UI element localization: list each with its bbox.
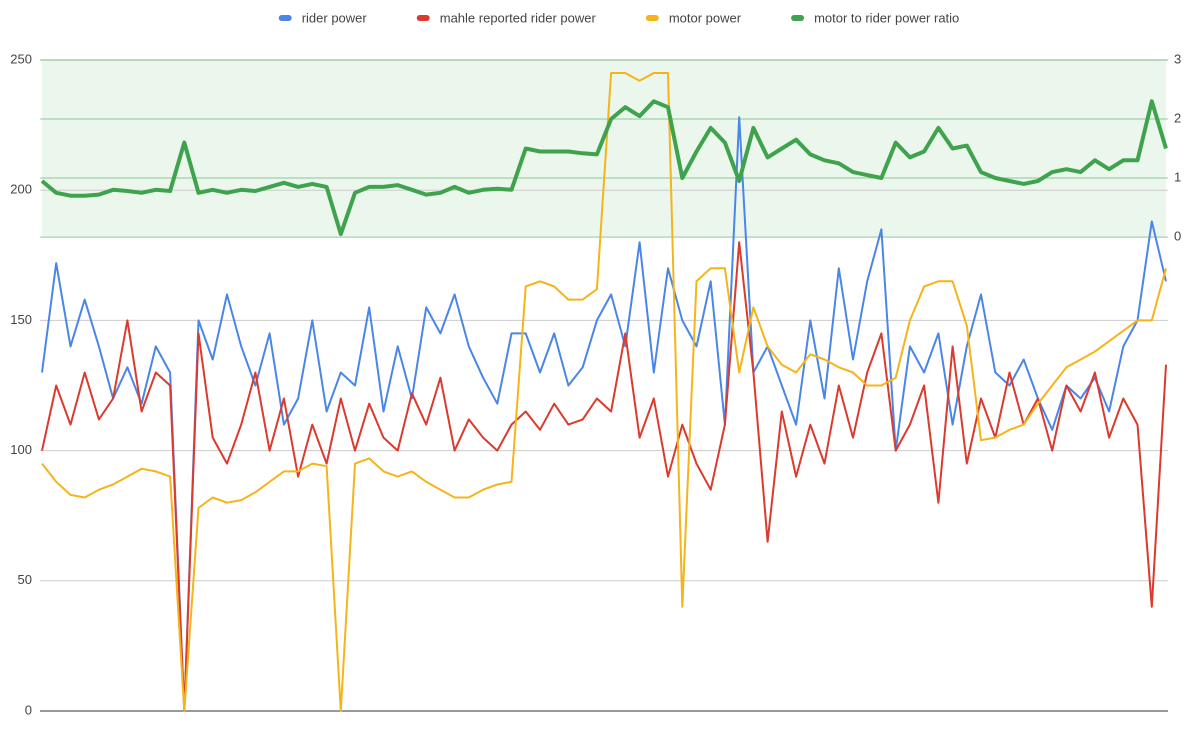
series-line bbox=[41, 241, 1167, 712]
legend-swatch bbox=[416, 15, 430, 21]
y2-tick-label: 3 bbox=[1174, 51, 1181, 66]
legend-item: rider power bbox=[278, 10, 368, 25]
legend-swatch bbox=[278, 15, 292, 21]
y-tick-label: 50 bbox=[18, 572, 32, 587]
y-tick-label: 200 bbox=[10, 182, 32, 197]
y-tick-label: 0 bbox=[25, 702, 32, 717]
legend-swatch bbox=[645, 15, 659, 21]
y2-tick-label: 0 bbox=[1174, 229, 1181, 244]
y2-tick-label: 2 bbox=[1174, 110, 1181, 125]
y-tick-label: 150 bbox=[10, 312, 32, 327]
series-line bbox=[40, 99, 1168, 237]
series-line bbox=[41, 116, 1167, 712]
y2-band bbox=[42, 60, 1166, 238]
y-tick-label: 250 bbox=[10, 51, 32, 66]
legend-item: motor power bbox=[645, 10, 742, 25]
legend-label: motor power bbox=[669, 10, 742, 25]
legend-item: motor to rider power ratio bbox=[791, 10, 959, 25]
y-tick-label: 100 bbox=[10, 442, 32, 457]
legend-label: rider power bbox=[302, 10, 368, 25]
legend-swatch bbox=[791, 15, 805, 21]
legend-item: mahle reported rider power bbox=[416, 10, 597, 25]
legend-label: mahle reported rider power bbox=[440, 10, 597, 25]
series-line bbox=[41, 72, 1167, 712]
y2-tick-label: 1 bbox=[1174, 169, 1181, 184]
legend-label: motor to rider power ratio bbox=[814, 10, 959, 25]
